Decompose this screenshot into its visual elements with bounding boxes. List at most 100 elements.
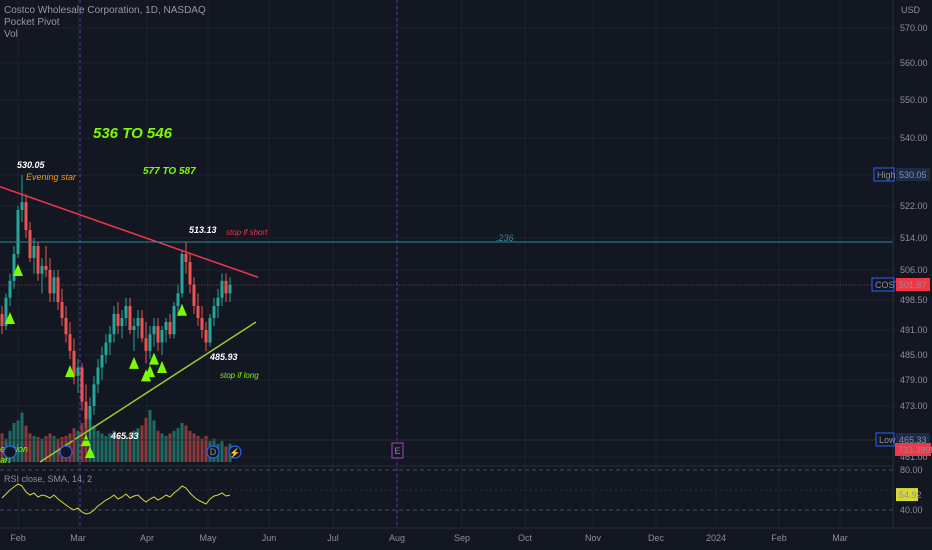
pocket-pivot-triangle [5, 312, 15, 324]
pocket-pivot-triangle [85, 446, 95, 458]
volume-bar [148, 410, 152, 462]
low-label: Low [879, 435, 896, 445]
time-tick-label: Apr [140, 533, 154, 543]
volume-bar [224, 446, 228, 462]
price-label-513: 513.13 [189, 225, 217, 235]
time-tick-label: Aug [389, 533, 405, 543]
time-tick-label: Oct [518, 533, 533, 543]
pocket-pivot-triangle [157, 361, 167, 373]
volume-bar [176, 428, 180, 462]
volume-bar [124, 436, 128, 462]
price-tick-label: 540.00 [900, 133, 928, 143]
start-label: art [0, 455, 11, 465]
event-circle [3, 445, 17, 459]
last-price-badge: 501.87 [899, 280, 927, 290]
target-small-label: 577 TO 587 [143, 166, 196, 177]
candle-body [76, 367, 80, 376]
pocket-pivot-signals [5, 264, 187, 458]
volume-bar [220, 441, 224, 462]
volume-bar [12, 423, 16, 462]
candle-body [80, 367, 84, 402]
price-tick-label: 498.50 [900, 295, 928, 305]
volume-badge: 733.399K [898, 445, 932, 455]
price-tick-label: 473.00 [900, 401, 928, 411]
candle-body [28, 230, 32, 258]
price-tick-label: 479.00 [900, 375, 928, 385]
candle-body [136, 318, 140, 326]
volume-bar [140, 425, 144, 462]
symbol-legend[interactable]: Costco Wholesale Corporation, 1D, NASDAQ [4, 5, 206, 16]
volume-bar [204, 436, 208, 462]
volume-bar [152, 420, 156, 462]
candle-body [24, 202, 28, 230]
price-tick-label: 506.00 [900, 265, 928, 275]
candle-body [224, 280, 228, 294]
stop-short-label: stop if short [226, 228, 268, 237]
candle-body [68, 334, 72, 351]
volume-bar [0, 433, 4, 462]
time-tick-label: Nov [585, 533, 602, 543]
candle-body [172, 306, 176, 335]
trend-drawings[interactable] [0, 186, 893, 463]
currency-label: USD [901, 5, 921, 15]
candle-body [88, 406, 92, 420]
rsi-legend: RSI close, SMA, 14, 2 [4, 474, 92, 484]
volume-bar [28, 433, 32, 462]
pocket-pivot-triangle [129, 356, 139, 369]
volume-bar [52, 436, 56, 462]
volume-bar [76, 430, 80, 462]
volume-bar [24, 425, 28, 462]
candle-body [196, 306, 200, 318]
candle-body [204, 330, 208, 343]
low-value-badge: 465.33 [899, 435, 927, 445]
candle-body [168, 322, 172, 335]
candle-body [0, 314, 4, 326]
rsi-value-badge-box [896, 488, 918, 502]
candle-body [96, 367, 100, 385]
event-circle-d [206, 445, 220, 459]
pocket-pivot-triangle [65, 365, 75, 378]
time-tick-label: Dec [648, 533, 665, 543]
indicator-legend-vol[interactable]: Vol [4, 29, 18, 40]
volume-bar [44, 436, 48, 462]
volume-bar [36, 437, 40, 462]
candle-body [72, 350, 76, 376]
candle-body [144, 338, 148, 351]
price-tick-label: 461.00 [900, 452, 928, 462]
price-tick-label: 514.00 [900, 233, 928, 243]
candle-body [180, 254, 184, 294]
time-axis[interactable]: Feb Mar Apr May Jun Jul Aug Sep Oct Nov Dec 2024 Feb… [0, 527, 932, 543]
candle-body [124, 306, 128, 318]
candle-body [128, 306, 132, 330]
high-label-box [873, 167, 895, 182]
chart-annotations: 536 TO 546 577 TO 587 530.05 Evening star 51… [0, 125, 514, 465]
low-value-badge-box [896, 433, 930, 446]
volume-bar [128, 433, 132, 462]
price-label-485: 485.93 [209, 352, 238, 362]
time-tick-label: Sep [454, 533, 470, 543]
volume-bar [100, 433, 104, 462]
rsi-value-badge: 54.92 [899, 490, 922, 500]
price-tick-label: 560.00 [900, 58, 928, 68]
candle-body [56, 277, 60, 302]
candle-body [108, 334, 112, 343]
high-value-badge-box [896, 168, 930, 181]
candle-body [44, 266, 48, 270]
time-tick-label: Feb [10, 533, 26, 543]
volume-bar [72, 428, 76, 462]
candle-body [84, 401, 88, 420]
volume-bar [116, 436, 120, 462]
candle-body [140, 318, 144, 339]
high-label: High [877, 170, 896, 180]
candle-body [60, 302, 64, 318]
price-tick-label: 485.00 [900, 350, 928, 360]
candle-body [64, 318, 68, 335]
last-price-badge-box [896, 278, 930, 291]
indicator-legend-pocket-pivot[interactable]: Pocket Pivot [4, 17, 60, 28]
candle-body [112, 314, 116, 335]
volume-bar [188, 430, 192, 462]
candle-body [16, 210, 20, 254]
